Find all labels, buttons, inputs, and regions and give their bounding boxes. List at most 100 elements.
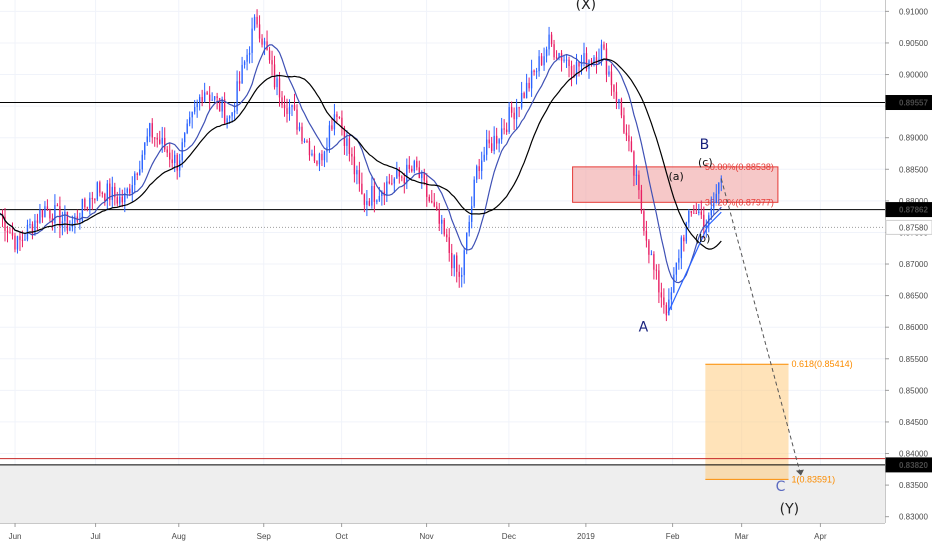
candle-body xyxy=(358,170,361,184)
y-tick-label: 0.83000 xyxy=(899,513,928,522)
candle-body xyxy=(520,92,523,108)
x-tick-label: Sep xyxy=(257,532,272,541)
candle-body xyxy=(640,190,643,212)
candle-body xyxy=(523,92,525,99)
fib-zone-lower xyxy=(705,364,789,480)
y-tick-label: 0.89000 xyxy=(899,134,928,143)
wedge-line-lower xyxy=(667,225,709,313)
candle-body xyxy=(154,137,156,139)
candle-body xyxy=(208,94,211,101)
candle-body xyxy=(518,107,520,109)
candle-body xyxy=(238,81,241,84)
candle-body xyxy=(436,206,438,210)
candle-body xyxy=(248,52,251,55)
candle-body xyxy=(24,239,26,241)
candle-body xyxy=(134,173,136,186)
candle-body xyxy=(388,181,391,184)
candle-body xyxy=(418,167,420,179)
candle-body xyxy=(21,239,24,241)
candle-body xyxy=(715,193,717,204)
candle-body xyxy=(114,186,116,198)
candle-body xyxy=(226,118,228,124)
wave-label: B xyxy=(700,137,710,153)
candle-body xyxy=(630,141,633,152)
candle-body xyxy=(39,209,41,223)
candle-body xyxy=(49,209,51,219)
candle-body xyxy=(653,254,655,270)
y-tick-label: 0.84500 xyxy=(899,418,928,427)
candle-body xyxy=(693,212,695,214)
candle-body xyxy=(530,70,533,89)
candle-body xyxy=(446,234,448,238)
candle-body xyxy=(673,274,675,293)
candle-body xyxy=(211,99,213,101)
candle-body xyxy=(500,128,503,140)
candle-body xyxy=(695,213,698,215)
candle-body xyxy=(298,126,301,130)
candle-body xyxy=(698,211,700,214)
candle-body xyxy=(553,44,555,58)
candle-body xyxy=(184,133,186,143)
candle-body xyxy=(99,182,101,193)
candle-body xyxy=(343,128,346,146)
candle-body xyxy=(14,235,16,250)
candle-body xyxy=(251,28,253,53)
x-tick-label: Jul xyxy=(90,532,100,541)
candle-body xyxy=(660,292,663,298)
candle-body xyxy=(236,81,238,111)
x-tick-label: Aug xyxy=(172,532,186,541)
candle-body xyxy=(545,49,548,57)
y-tick-label: 0.88500 xyxy=(899,165,928,174)
candle-body xyxy=(356,170,358,175)
candle-body xyxy=(540,56,543,66)
candle-body xyxy=(406,164,408,184)
candle-body xyxy=(96,182,99,200)
candle-body xyxy=(363,194,366,205)
candle-body xyxy=(393,178,396,184)
candle-body xyxy=(198,97,201,103)
candle-body xyxy=(503,128,505,130)
candle-body xyxy=(555,57,558,59)
candle-body xyxy=(438,209,440,224)
candle-body xyxy=(366,201,368,205)
candle-body xyxy=(603,44,605,49)
candle-body xyxy=(535,71,538,73)
candle-body xyxy=(69,227,71,231)
candle-body xyxy=(466,232,468,251)
candle-body xyxy=(478,166,480,172)
candle-body xyxy=(413,161,415,172)
candle-body xyxy=(515,107,518,120)
candle-body xyxy=(368,201,371,206)
candle-body xyxy=(111,186,113,200)
candle-body xyxy=(161,137,163,144)
fib-label-50: 50.00%(0.88538) xyxy=(705,162,774,172)
candle-body xyxy=(104,193,106,202)
y-tick-label: 0.88000 xyxy=(899,197,928,206)
candle-body xyxy=(448,237,450,253)
candle-body xyxy=(538,56,540,72)
candle-body xyxy=(351,153,353,157)
candle-body xyxy=(308,141,311,156)
candle-body xyxy=(306,140,308,142)
candle-body xyxy=(525,82,528,99)
candle-body xyxy=(463,250,465,276)
candle-body xyxy=(333,114,336,130)
candle-body xyxy=(66,211,69,231)
candle-body xyxy=(231,112,233,117)
candle-body xyxy=(441,219,443,224)
candle-body xyxy=(426,180,428,197)
y-tick-label: 0.91000 xyxy=(899,7,928,16)
candle-body xyxy=(498,139,500,144)
wave-label: (b) xyxy=(695,232,711,245)
candle-body xyxy=(391,183,393,185)
time-axis[interactable]: Jun Jul Aug Sep Oct Nov Dec 2019 Feb Mar Apr xyxy=(0,523,885,541)
candle-body xyxy=(403,177,405,184)
candle-body xyxy=(196,102,198,108)
candle-body xyxy=(578,61,580,67)
candle-body xyxy=(286,108,288,115)
candle-body xyxy=(593,57,595,63)
y-tick-label: 0.87000 xyxy=(899,260,928,269)
price-axis[interactable]: 0.910000.905000.900000.895000.890000.885… xyxy=(885,0,932,550)
candle-body xyxy=(34,220,36,234)
